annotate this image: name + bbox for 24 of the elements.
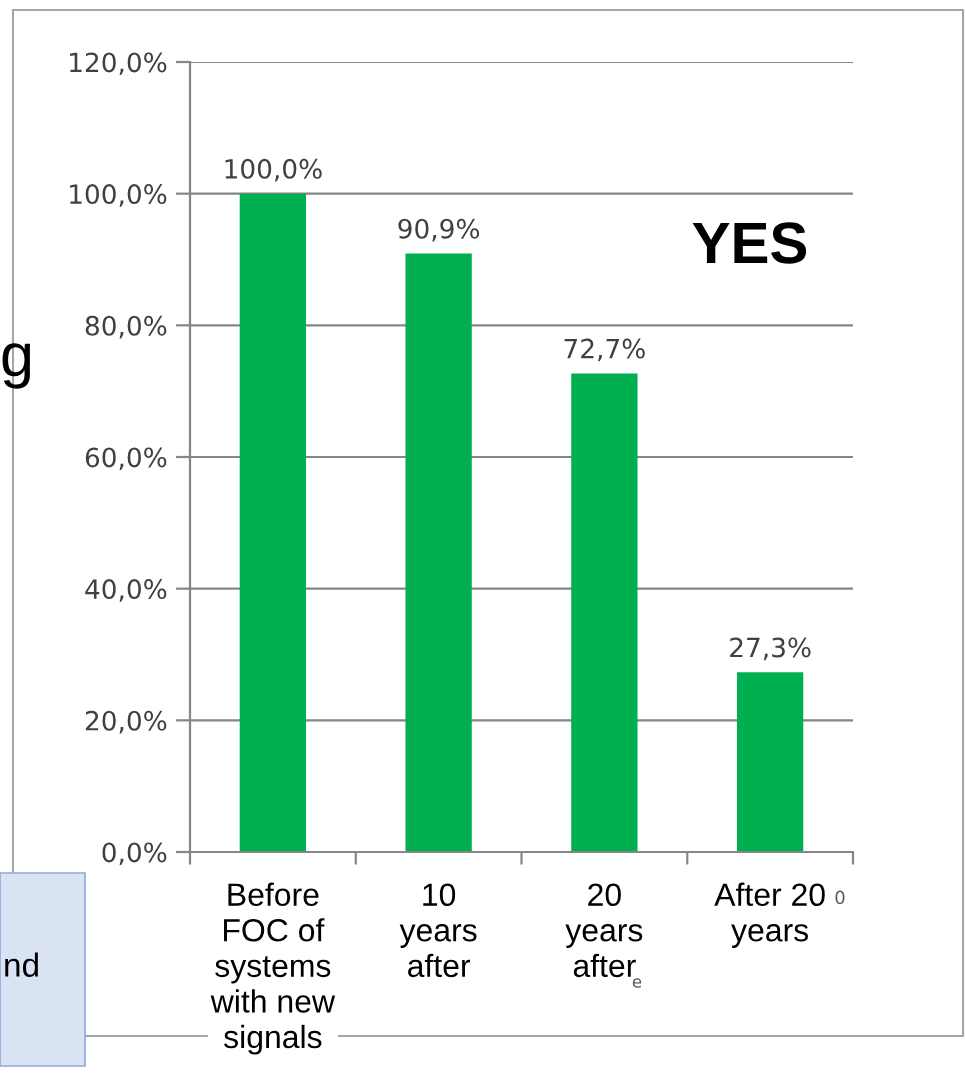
x-tick-label: 20 years after bbox=[565, 883, 643, 978]
data-label: 72,7% bbox=[564, 338, 645, 362]
y-tick-label: 40,0% bbox=[85, 579, 167, 602]
y-tick-label: 0,0% bbox=[102, 842, 167, 866]
x-tick-label: After 20 years bbox=[714, 882, 825, 948]
bar bbox=[736, 672, 804, 852]
text: g bbox=[2, 343, 31, 389]
y-tick-label: 100,0% bbox=[70, 184, 167, 207]
x-tick-label: Before FOC of systems with new signals bbox=[210, 882, 336, 1055]
annotation: YES bbox=[692, 222, 807, 264]
y-tick-label: 120,0% bbox=[70, 52, 167, 76]
data-label: 27,3% bbox=[730, 637, 811, 661]
data-label: 100,0% bbox=[225, 158, 322, 182]
data-label: 90,9% bbox=[398, 218, 480, 242]
text: e bbox=[632, 978, 642, 988]
bar bbox=[571, 373, 638, 852]
text: 0 bbox=[835, 890, 845, 905]
bar bbox=[405, 253, 472, 852]
x-tick-label: 10 years after bbox=[399, 883, 477, 978]
y-tick-label: 60,0% bbox=[85, 447, 167, 471]
bar bbox=[239, 193, 307, 852]
y-tick-label: 80,0% bbox=[85, 315, 167, 339]
text: nd bbox=[5, 952, 38, 977]
y-tick-label: 20,0% bbox=[85, 710, 167, 734]
